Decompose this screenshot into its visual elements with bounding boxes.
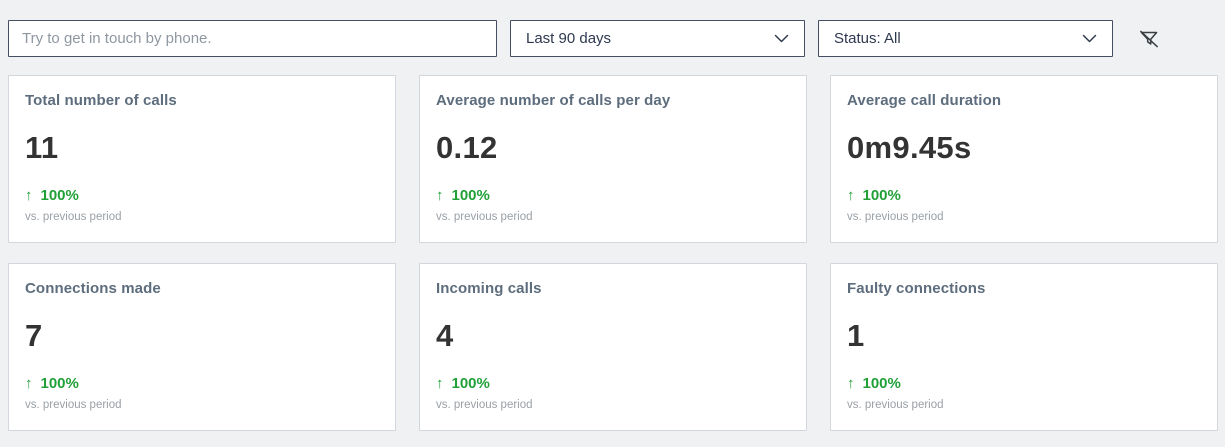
- trend-up-icon: ↑: [436, 375, 444, 392]
- stat-card-faulty-connections: Faulty connections 1 ↑ 100% vs. previous…: [830, 263, 1218, 431]
- filter-off-icon: [1136, 26, 1162, 52]
- trend-up-icon: ↑: [436, 187, 444, 204]
- stat-card-title: Average call duration: [847, 92, 1002, 109]
- stat-card-title: Connections made: [25, 280, 161, 297]
- stat-card-compare: vs. previous period: [436, 211, 533, 223]
- stat-card-change: ↑ 100%: [436, 187, 790, 204]
- change-percent: 100%: [40, 187, 79, 204]
- change-percent: 100%: [862, 375, 901, 392]
- stat-card-change: ↑ 100%: [436, 375, 790, 392]
- trend-up-icon: ↑: [25, 375, 33, 392]
- stat-card-compare: vs. previous period: [847, 211, 944, 223]
- trend-up-icon: ↑: [25, 187, 33, 204]
- stat-card-title: Faulty connections: [847, 280, 986, 297]
- chevron-down-icon: [1082, 34, 1097, 43]
- change-percent: 100%: [40, 375, 79, 392]
- change-percent: 100%: [451, 187, 490, 204]
- stat-card-value: 0.12: [436, 130, 498, 165]
- trend-up-icon: ↑: [847, 187, 855, 204]
- stat-card-total-calls: Total number of calls 11 ↑ 100% vs. prev…: [8, 75, 396, 243]
- stats-grid: Total number of calls 11 ↑ 100% vs. prev…: [8, 75, 1218, 431]
- status-dropdown[interactable]: Status: All: [818, 20, 1113, 57]
- stat-card-compare: vs. previous period: [847, 399, 944, 411]
- change-percent: 100%: [862, 187, 901, 204]
- trend-up-icon: ↑: [847, 375, 855, 392]
- status-value: Status: All: [834, 30, 901, 47]
- date-range-value: Last 90 days: [526, 30, 612, 47]
- stat-card-compare: vs. previous period: [25, 211, 122, 223]
- change-percent: 100%: [451, 375, 490, 392]
- chevron-down-icon: [774, 34, 789, 43]
- stat-card-value: 0m9.45s: [847, 130, 972, 165]
- clear-filters-button[interactable]: [1134, 24, 1164, 54]
- stat-card-change: ↑ 100%: [847, 375, 1201, 392]
- stat-card-value: 11: [25, 130, 59, 165]
- stat-card-change: ↑ 100%: [847, 187, 1201, 204]
- stat-card-title: Average number of calls per day: [436, 92, 671, 109]
- stat-card-connections-made: Connections made 7 ↑ 100% vs. previous p…: [8, 263, 396, 431]
- stat-card-incoming-calls: Incoming calls 4 ↑ 100% vs. previous per…: [419, 263, 807, 431]
- stat-card-change: ↑ 100%: [25, 375, 379, 392]
- stat-card-value: 4: [436, 318, 454, 353]
- stat-card-avg-calls-per-day: Average number of calls per day 0.12 ↑ 1…: [419, 75, 807, 243]
- stat-card-change: ↑ 100%: [25, 187, 379, 204]
- stat-card-title: Total number of calls: [25, 92, 177, 109]
- stat-card-avg-call-duration: Average call duration 0m9.45s ↑ 100% vs.…: [830, 75, 1218, 243]
- stat-card-compare: vs. previous period: [25, 399, 122, 411]
- stat-card-compare: vs. previous period: [436, 399, 533, 411]
- search-input[interactable]: [8, 20, 497, 57]
- date-range-dropdown[interactable]: Last 90 days: [510, 20, 805, 57]
- filter-bar: Last 90 days Status: All: [8, 20, 1164, 57]
- stat-card-title: Incoming calls: [436, 280, 542, 297]
- stat-card-value: 1: [847, 318, 865, 353]
- stat-card-value: 7: [25, 318, 43, 353]
